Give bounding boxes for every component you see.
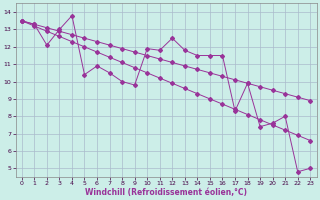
X-axis label: Windchill (Refroidissement éolien,°C): Windchill (Refroidissement éolien,°C) xyxy=(85,188,247,197)
